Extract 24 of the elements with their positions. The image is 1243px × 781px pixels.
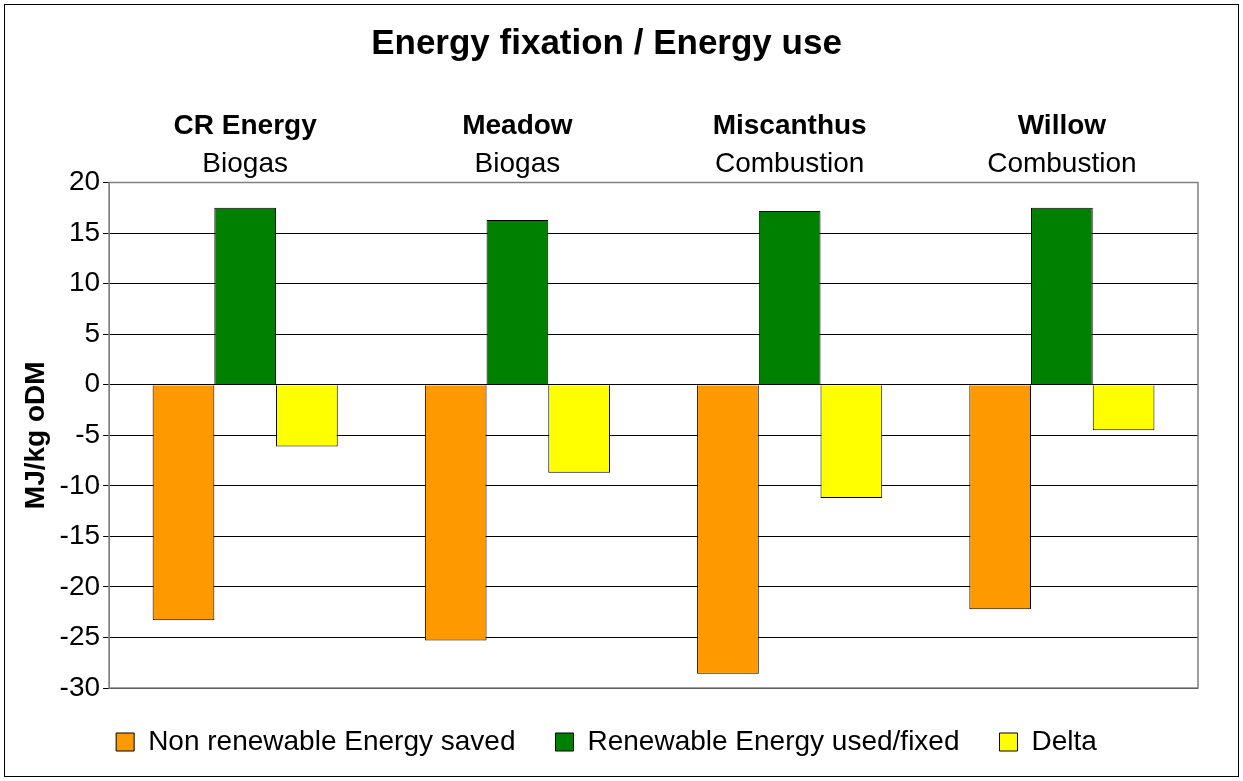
x-tick-label: Meadow: [462, 108, 573, 140]
text: Biogas: [474, 147, 561, 179]
legend-label: Non renewable Energy saved: [148, 724, 516, 756]
text: Combustion: [987, 147, 1137, 179]
text: Combustion: [714, 147, 865, 179]
y-tick-label: -25: [59, 620, 101, 652]
y-tick-label: 0: [84, 367, 101, 399]
y-tick-label: -10: [59, 468, 101, 500]
y-tick-label: 5: [84, 316, 101, 348]
y-tick-label: 10: [68, 266, 101, 298]
y-axis-title: MJ/kg oDM: [18, 361, 50, 510]
y-tick-label: -5: [75, 418, 101, 450]
y-tick-label: -30: [59, 670, 101, 702]
chart-title: Energy fixation / Energy use: [371, 21, 842, 61]
y-tick-label: -20: [59, 569, 101, 601]
x-tick-label: Miscanthus: [712, 108, 867, 140]
x-tick-label: CR Energy: [173, 108, 318, 140]
y-tick-label: 20: [68, 165, 101, 197]
legend-label: Delta: [1031, 724, 1098, 756]
y-tick-label: -15: [59, 519, 101, 551]
text: Biogas: [202, 147, 288, 179]
y-tick-label: 15: [68, 215, 101, 247]
legend-label: Renewable Energy used/fixed: [587, 724, 960, 756]
x-tick-label: Willow: [1017, 108, 1107, 140]
